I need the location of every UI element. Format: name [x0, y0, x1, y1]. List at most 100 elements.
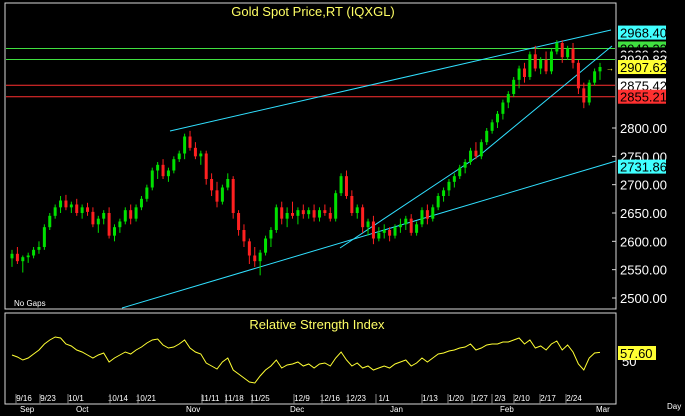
candle-body — [210, 179, 214, 191]
price-tag-text: 2875.42 — [620, 78, 667, 93]
candle — [21, 255, 25, 273]
channel-lower-line — [121, 160, 617, 309]
candle — [64, 194, 68, 211]
rsi-value-text: 57.60 — [620, 346, 653, 361]
candle — [37, 241, 41, 254]
candle — [544, 51, 548, 75]
candle-body — [112, 227, 116, 236]
candle-body — [361, 207, 365, 228]
candle-body — [431, 207, 435, 219]
x-date-label: 1/27 — [472, 394, 488, 403]
x-date-label: 1/13 — [422, 394, 438, 403]
candle-body — [587, 82, 591, 103]
candle — [107, 207, 111, 239]
trend-channel — [121, 29, 617, 309]
candle — [317, 207, 321, 222]
candle — [123, 207, 127, 225]
x-month-label: Dec — [290, 405, 304, 414]
candle-body — [469, 150, 473, 162]
candle — [328, 207, 332, 222]
candle — [253, 247, 257, 267]
candle — [150, 167, 154, 191]
rsi-line — [11, 336, 601, 384]
candle-body — [522, 68, 526, 77]
candle — [226, 173, 230, 191]
x-month-label: Jan — [390, 405, 403, 414]
x-date-label: 1/1 — [378, 394, 390, 403]
candle — [172, 156, 176, 174]
no-gaps-label: No Gaps — [14, 299, 46, 308]
x-month-label: Oct — [76, 405, 89, 414]
candle-body — [102, 213, 106, 219]
candle — [86, 202, 90, 216]
candle — [193, 142, 197, 160]
candle-body — [436, 196, 440, 208]
candle — [539, 57, 543, 75]
candle-body — [123, 210, 127, 222]
candle-body — [53, 207, 57, 216]
candle-body — [598, 67, 602, 72]
candle-body — [339, 176, 343, 194]
candle-body — [215, 190, 219, 202]
candle — [215, 181, 219, 208]
candle — [307, 207, 311, 219]
candle-body — [323, 210, 327, 213]
candle-body — [32, 249, 36, 256]
candle-body — [247, 241, 251, 256]
candle — [350, 190, 354, 216]
candle-body — [220, 187, 224, 202]
candle — [118, 218, 122, 233]
candle — [344, 170, 348, 199]
rsi-title: Relative Strength Index — [249, 317, 385, 332]
candle-body — [64, 200, 68, 208]
candle-body — [253, 255, 257, 262]
candle — [593, 68, 597, 86]
candle — [474, 142, 478, 160]
candle — [280, 201, 284, 225]
candle-body — [501, 102, 505, 114]
candle — [512, 77, 516, 97]
candle-body — [42, 227, 46, 247]
candle — [188, 130, 192, 151]
candle-body — [382, 230, 386, 233]
candle — [134, 204, 138, 222]
x-month-label: Mar — [596, 405, 610, 414]
candle-body — [26, 255, 30, 258]
candle-body — [344, 176, 348, 196]
rsi-line-group — [11, 336, 601, 384]
candle — [393, 224, 397, 239]
candle — [522, 62, 526, 83]
candle — [139, 196, 143, 211]
candle — [377, 227, 381, 242]
candle-body — [566, 48, 570, 58]
candle — [361, 204, 365, 233]
candle-body — [506, 94, 510, 103]
x-month-label: Sep — [20, 405, 35, 414]
x-date-label: 2/17 — [540, 394, 556, 403]
rsi-value-tag — [618, 346, 656, 360]
candle — [582, 82, 586, 109]
y-tick-label: 2700.00 — [620, 178, 667, 193]
candle — [80, 204, 84, 219]
candle — [10, 249, 14, 267]
candle — [274, 204, 278, 233]
x-date-label: 1/20 — [448, 394, 464, 403]
last-price-arrow: → — [606, 64, 614, 73]
x-date-label: 2/3 — [494, 394, 506, 403]
candle-body — [10, 253, 14, 259]
candle — [490, 119, 494, 134]
candle — [506, 91, 510, 109]
price-tag-text: 2731.86 — [620, 160, 667, 175]
x-date-label: 9/23 — [40, 394, 56, 403]
candle — [398, 218, 402, 233]
candle — [91, 207, 95, 228]
candle — [210, 173, 214, 196]
candle — [501, 99, 505, 120]
candle — [59, 196, 63, 213]
candle — [166, 167, 170, 182]
candle-body — [485, 130, 489, 143]
candle — [264, 235, 268, 256]
candle-body — [571, 48, 575, 63]
candle-body — [334, 193, 338, 219]
